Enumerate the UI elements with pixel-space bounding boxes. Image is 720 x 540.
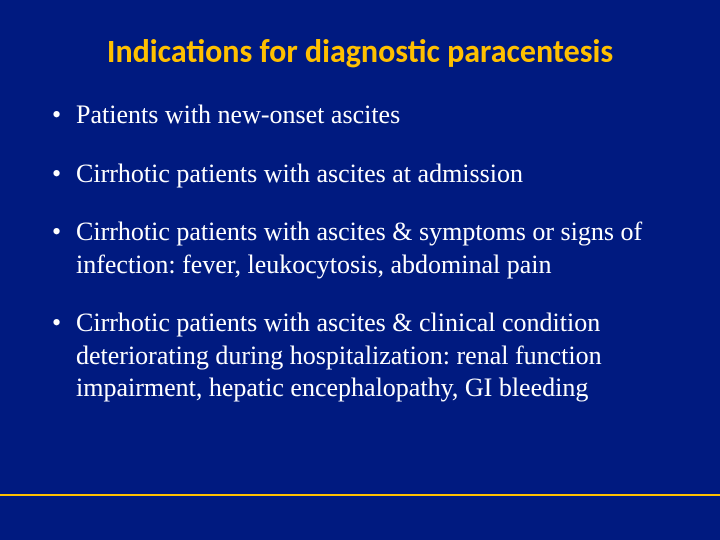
slide-title: Indications for diagnostic paracentesis bbox=[48, 32, 672, 71]
bullet-list: Patients with new-onset ascites Cirrhoti… bbox=[48, 99, 672, 405]
slide: Indications for diagnostic paracentesis … bbox=[0, 0, 720, 540]
list-item: Cirrhotic patients with ascites at admis… bbox=[48, 158, 672, 191]
list-item: Cirrhotic patients with ascites & clinic… bbox=[48, 307, 672, 405]
footer-divider bbox=[0, 494, 720, 496]
list-item: Patients with new-onset ascites bbox=[48, 99, 672, 132]
list-item: Cirrhotic patients with ascites & sympto… bbox=[48, 216, 672, 281]
